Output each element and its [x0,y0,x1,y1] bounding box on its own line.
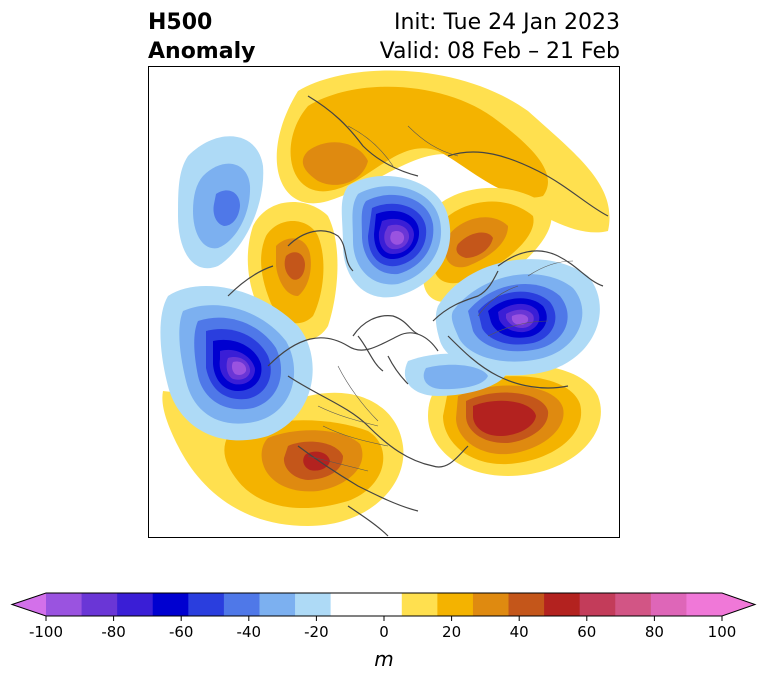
colorbar-tick-label: -20 [304,623,329,641]
variable-title: H500 [148,10,213,35]
colorbar-svg: -100 -80 -60 -40 -20 0 20 40 60 80 100 m [10,592,757,671]
colorbar-tick-label: -40 [237,623,262,641]
colorbar-bin [223,593,260,616]
map-border [148,66,620,538]
anomaly-neg-asia [404,353,508,396]
borders [307,125,574,472]
colorbar-bin [615,593,652,616]
anomaly-field [148,66,620,538]
colorbar-bin [544,593,581,616]
colorbar-tick-label: -100 [29,623,63,641]
anomaly-neg-bering [178,136,264,269]
anomaly-neg-pacific [160,286,313,441]
anomaly-pos-urals [421,187,552,303]
colorbar-bin [472,593,510,616]
colorbar: -100 -80 -60 -40 -20 0 20 40 60 80 100 m [0,586,768,684]
colorbar-bin [46,593,83,616]
colorbar-bin [401,593,438,616]
colorbar-tick-label: 40 [510,623,529,641]
colorbar-bin [188,593,225,616]
colorbar-tick-label: 0 [379,623,389,641]
valid-range: Valid: 08 Feb – 21 Feb [379,39,620,64]
anomaly-pos-siberia-north [276,70,610,233]
colorbar-tick-label: -80 [101,623,126,641]
anomaly-neg-europe [435,259,600,376]
colorbar-bin [117,593,154,616]
colorbar-bin [81,593,118,616]
colorbar-bin [295,593,332,616]
colorbar-bin [152,593,189,616]
colorbar-under-extend [12,593,46,616]
colorbar-tick-label: 60 [577,623,596,641]
colorbar-bin [259,593,296,616]
colorbar-bin [366,593,403,616]
colorbar-bin [508,593,545,616]
map-svg [148,66,620,538]
anomaly-map [148,66,620,538]
colorbar-over-extend [722,593,755,616]
anomaly-pos-atlantic [428,364,601,476]
colorbar-bin [330,593,367,616]
init-date: Init: Tue 24 Jan 2023 [393,10,620,35]
colorbar-bin [686,593,723,616]
colorbar-bin [579,593,616,616]
anomaly-subtitle: Anomaly [148,39,256,64]
coastlines [227,95,609,537]
anomaly-neg-siberia [341,176,451,298]
colorbar-tick-label: 100 [708,623,737,641]
colorbar-unit-label: m [374,647,393,671]
colorbar-bin [650,593,687,616]
colorbar-tick-label: -60 [169,623,194,641]
colorbar-bin [437,593,474,616]
title-block: H500 Anomaly [148,8,255,66]
colorbar-tick-label: 80 [645,623,664,641]
colorbar-tick-label: 20 [442,623,461,641]
date-block: Init: Tue 24 Jan 2023 Valid: 08 Feb – 21… [380,8,620,66]
